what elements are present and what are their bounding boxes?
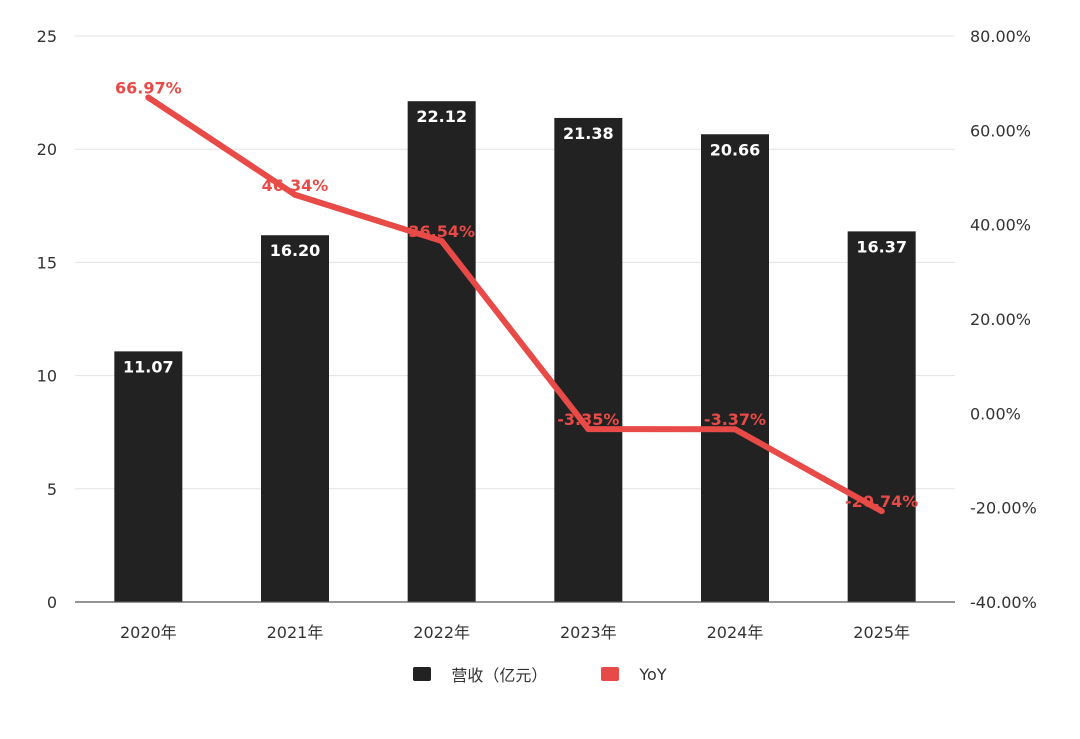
x-tick-label: 2021年 bbox=[267, 623, 324, 642]
axes: 0 5 10 15 20 25 -40.00% -20.00% 0.00% 20.00% 40.00… bbox=[37, 27, 1037, 642]
yoy-value-label: 66.97% bbox=[115, 78, 182, 97]
y-right-tick-label: 20.00% bbox=[970, 310, 1031, 329]
bar-revenue bbox=[261, 235, 329, 602]
y-left-tick-label: 20 bbox=[37, 140, 57, 159]
y-right-tick-label: 60.00% bbox=[970, 121, 1031, 140]
x-tick-label: 2024年 bbox=[707, 623, 764, 642]
x-tick-label: 2025年 bbox=[853, 623, 910, 642]
yoy-line bbox=[145, 94, 885, 515]
y-left-tick-label: 15 bbox=[37, 253, 57, 272]
bar-value-label: 16.37 bbox=[856, 237, 907, 256]
y-right-tick-label: -40.00% bbox=[970, 593, 1037, 612]
yoy-point bbox=[145, 94, 152, 101]
legend-swatch-yoy bbox=[601, 667, 620, 681]
legend-label-revenue: 营收（亿元） bbox=[451, 666, 548, 685]
legend: 营收（亿元） YoY bbox=[0, 662, 1080, 686]
bar-value-label: 20.66 bbox=[710, 140, 761, 159]
y-left-tick-label: 0 bbox=[47, 593, 57, 612]
yoy-point bbox=[732, 426, 738, 433]
legend-item-revenue[interactable]: 营收（亿元） bbox=[413, 662, 547, 686]
legend-item-yoy[interactable]: YoY bbox=[601, 664, 667, 684]
line-series bbox=[145, 94, 885, 515]
yoy-value-label: 36.54% bbox=[408, 222, 475, 241]
bar-value-label: 16.20 bbox=[270, 241, 321, 260]
bar-revenue bbox=[114, 351, 183, 602]
yoy-value-label: -3.35% bbox=[557, 410, 619, 429]
bar-revenue bbox=[847, 231, 916, 603]
gridlines bbox=[75, 35, 955, 490]
yoy-point bbox=[292, 191, 298, 198]
bar-value-label: 21.38 bbox=[563, 124, 614, 143]
data-labels: 11.07 16.20 22.12 21.38 20.66 16.37 66.97% 46.3… bbox=[115, 78, 918, 511]
y-left-tick-label: 25 bbox=[37, 27, 57, 46]
bar-series bbox=[114, 101, 916, 603]
y-right-tick-label: 80.00% bbox=[970, 27, 1031, 46]
bar-value-label: 11.07 bbox=[123, 357, 174, 376]
x-tick-label: 2022年 bbox=[413, 623, 470, 642]
y-right-tick-label: 0.00% bbox=[970, 404, 1021, 423]
x-tick-label: 2023年 bbox=[560, 623, 617, 642]
yoy-value-label: -3.37% bbox=[704, 410, 766, 429]
legend-swatch-revenue bbox=[413, 667, 432, 681]
yoy-value-label: 46.34% bbox=[262, 176, 329, 195]
yoy-point bbox=[438, 237, 445, 244]
yoy-point bbox=[585, 426, 592, 433]
y-right-tick-label: 40.00% bbox=[970, 216, 1031, 235]
bar-revenue bbox=[554, 117, 623, 603]
y-right-tick-label: -20.00% bbox=[970, 499, 1037, 518]
y-left-tick-label: 5 bbox=[47, 480, 57, 499]
bar-revenue bbox=[407, 101, 476, 603]
bar-value-label: 22.12 bbox=[416, 107, 467, 126]
legend-label-yoy: YoY bbox=[639, 664, 667, 684]
bar-revenue bbox=[701, 134, 769, 602]
yoy-value-label: -20.74% bbox=[845, 492, 918, 511]
yoy-point bbox=[878, 508, 885, 515]
x-tick-label: 2020年 bbox=[120, 623, 177, 642]
y-left-tick-label: 10 bbox=[37, 367, 57, 386]
